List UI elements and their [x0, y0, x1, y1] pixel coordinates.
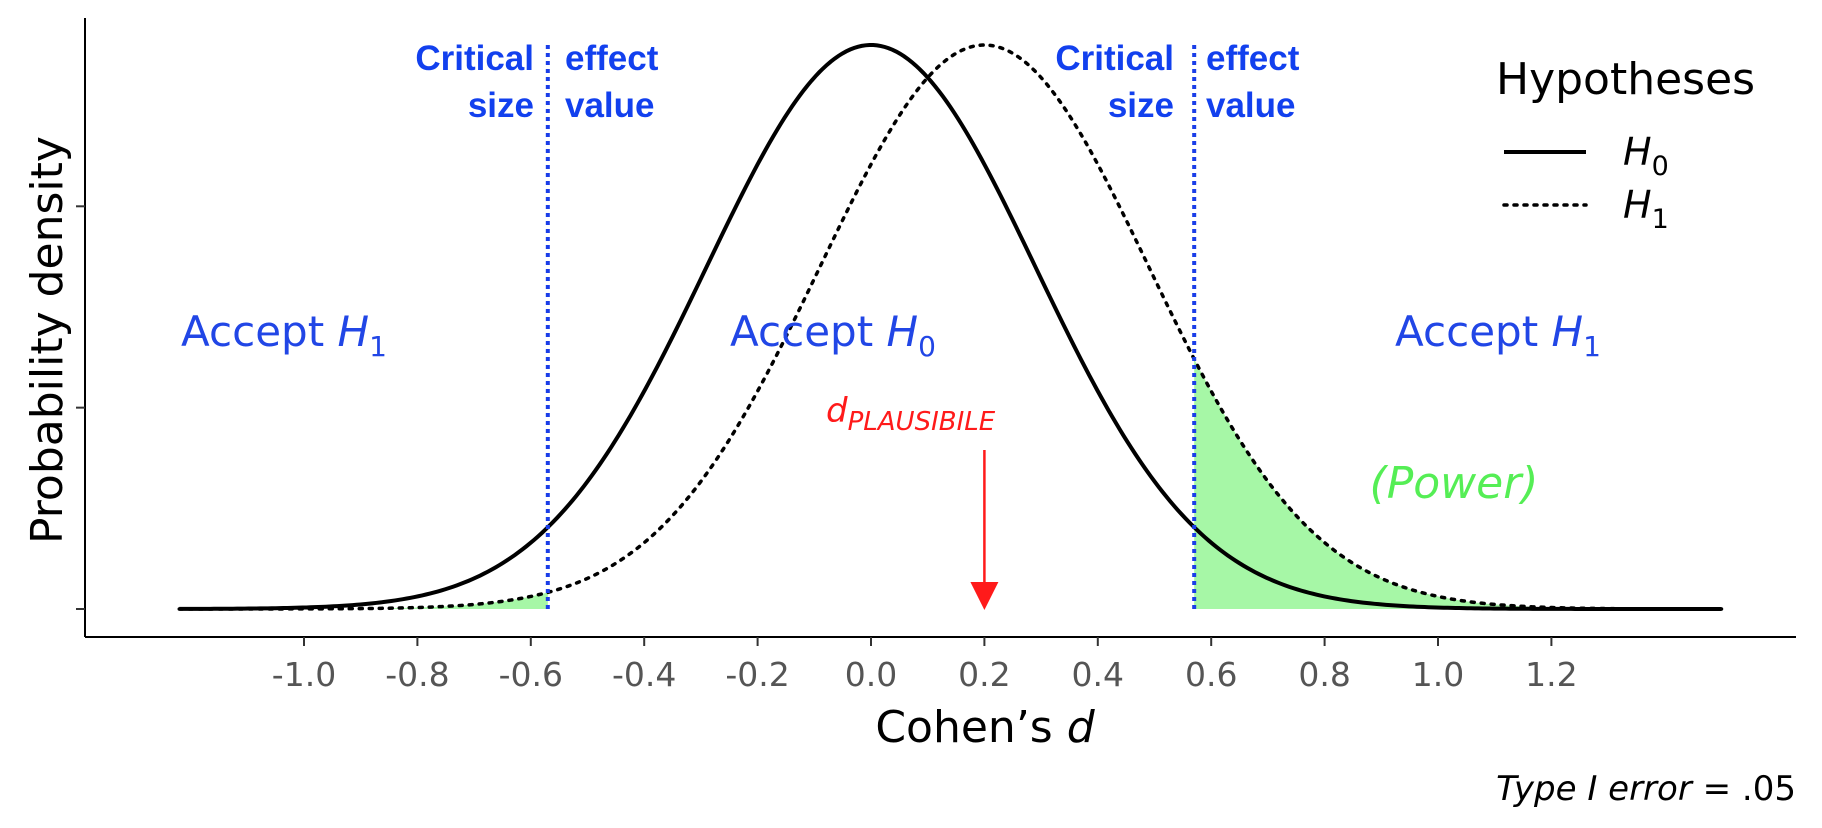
legend-h1-label: H1 — [1623, 183, 1669, 235]
critical-label-left-top: Critical — [415, 39, 534, 78]
x-tick-label: 0.0 — [845, 655, 897, 694]
x-tick-label: -0.2 — [725, 655, 789, 694]
x-tick-label: 0.8 — [1298, 655, 1350, 694]
legend: Hypotheses H0 H1 — [1496, 54, 1755, 235]
x-tick-label: 0.4 — [1072, 655, 1124, 694]
power-area-right — [1194, 359, 1722, 609]
x-tick-label: 0.2 — [958, 655, 1010, 694]
region-label-left: Accept H1 — [181, 307, 387, 363]
d-plausible-arrow-head — [970, 582, 999, 610]
power-label: (Power) — [1370, 458, 1539, 509]
x-tick-label: -0.8 — [385, 655, 449, 694]
x-axis-title: Cohen’s d — [875, 702, 1095, 753]
x-tick-label: -0.6 — [499, 655, 563, 694]
x-tick-label: -0.4 — [612, 655, 676, 694]
x-tick-label: 1.2 — [1525, 655, 1577, 694]
legend-title: Hypotheses — [1496, 54, 1755, 105]
critical-label-left-bottom: size — [468, 86, 534, 125]
critical-label-left-value: value — [565, 86, 655, 125]
x-axis-ticks: -1.0 -0.8 -0.6 -0.4 -0.2 0.0 0.2 0.4 0.6 0.8 1.0 1.… — [272, 637, 1578, 694]
x-tick-label: -1.0 — [272, 655, 336, 694]
y-axis-ticks — [76, 205, 85, 610]
critical-label-left-effect: effect — [565, 39, 659, 78]
y-axis-title: Probability density — [22, 136, 73, 544]
legend-h0-label: H0 — [1623, 130, 1669, 182]
power-area-left — [389, 592, 548, 609]
series-h1-curve — [177, 43, 1724, 611]
region-label-right: Accept H1 — [1395, 307, 1601, 363]
x-tick-label: 0.6 — [1185, 655, 1237, 694]
critical-label-right-top: Critical — [1055, 39, 1174, 78]
critical-label-right-value: value — [1206, 86, 1296, 125]
region-label-center: Accept H0 — [730, 307, 936, 363]
type-one-error-caption: Type I error = .05 — [1496, 769, 1796, 809]
series-h0-curve — [179, 43, 1722, 611]
critical-label-right-bottom: size — [1108, 86, 1174, 125]
x-tick-label: 1.0 — [1412, 655, 1464, 694]
critical-label-right-effect: effect — [1206, 39, 1300, 78]
d-plausible-label: dPLAUSIBILE — [826, 391, 996, 437]
critical-value-lines — [545, 45, 1197, 609]
